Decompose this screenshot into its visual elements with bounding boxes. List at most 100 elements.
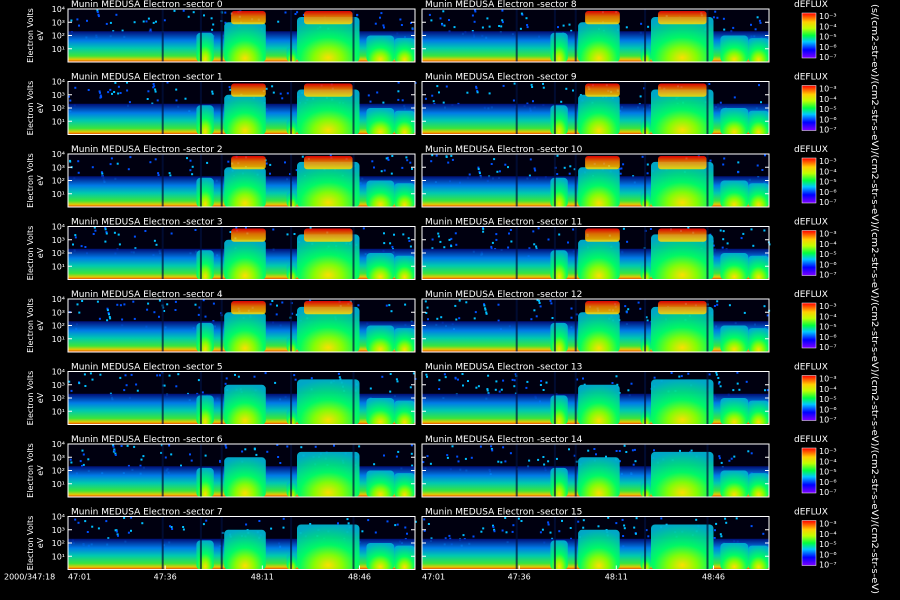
noise-speckle bbox=[211, 28, 214, 31]
noise-speckle bbox=[109, 163, 112, 166]
noise-speckle bbox=[439, 17, 442, 20]
colorbar-gradient bbox=[801, 157, 817, 204]
noise-speckle bbox=[737, 171, 740, 174]
panel-title: Munin MEDUSA Electron -sector 9 bbox=[425, 73, 577, 83]
burst-region bbox=[196, 322, 214, 353]
noise-speckle bbox=[81, 465, 83, 467]
colorbar-tick-label: 10⁻⁵ bbox=[819, 33, 837, 42]
noise-speckle bbox=[369, 387, 372, 390]
noise-speckle bbox=[301, 155, 304, 158]
panel-sector-2: Munin MEDUSA Electron -sector 2 10¹ 10² 10³… bbox=[26, 145, 416, 208]
noise-speckle bbox=[112, 445, 115, 448]
noise-speckle bbox=[225, 446, 228, 449]
y-axis-label: Electron Volts bbox=[26, 226, 35, 281]
burst-region bbox=[550, 177, 568, 207]
noise-speckle bbox=[158, 299, 161, 302]
noise-speckle bbox=[393, 233, 395, 236]
noise-speckle bbox=[281, 97, 284, 100]
noise-speckle bbox=[533, 309, 536, 312]
noise-speckle bbox=[587, 449, 590, 452]
panel-title: Munin MEDUSA Electron -sector 15 bbox=[425, 508, 582, 518]
y-axis-unit: eV bbox=[36, 465, 45, 476]
y-axis-label: Electron Volts bbox=[26, 81, 35, 136]
noise-speckle bbox=[152, 83, 155, 85]
burst-region bbox=[748, 255, 769, 280]
noise-speckle bbox=[498, 170, 501, 173]
noise-speckle bbox=[191, 165, 194, 168]
data-gap bbox=[220, 154, 223, 207]
noise-speckle bbox=[174, 309, 177, 311]
colorbar-title: dEFLUX bbox=[794, 218, 828, 228]
noise-speckle bbox=[526, 380, 529, 383]
noise-speckle bbox=[679, 449, 681, 452]
noise-speckle bbox=[187, 15, 190, 18]
burst-region bbox=[651, 89, 714, 135]
noise-speckle bbox=[74, 236, 77, 239]
noise-speckle bbox=[281, 301, 284, 304]
noise-speckle bbox=[130, 529, 132, 532]
noise-speckle bbox=[502, 379, 505, 382]
noise-speckle bbox=[631, 449, 634, 452]
noise-speckle bbox=[634, 460, 637, 463]
noise-speckle bbox=[593, 448, 596, 450]
noise-speckle bbox=[253, 375, 256, 378]
noise-speckle bbox=[462, 384, 464, 387]
panel-sector-1: Munin MEDUSA Electron -sector 1 10¹ 10² 10³… bbox=[26, 73, 417, 136]
noise-speckle bbox=[653, 376, 656, 379]
colorbar-tick-label: 10⁻⁷ bbox=[819, 343, 837, 352]
burst-region bbox=[578, 167, 620, 208]
y-tick-label: 10¹ bbox=[52, 407, 65, 416]
noise-speckle bbox=[374, 531, 377, 534]
x-tick-label: 48:11 bbox=[605, 573, 628, 582]
noise-speckle bbox=[763, 305, 766, 308]
noise-speckle bbox=[120, 445, 123, 447]
noise-speckle bbox=[535, 245, 538, 248]
noise-speckle bbox=[513, 82, 516, 85]
noise-speckle bbox=[253, 448, 256, 451]
noise-speckle bbox=[104, 240, 107, 243]
noise-speckle bbox=[450, 154, 453, 157]
noise-speckle bbox=[87, 89, 90, 91]
noise-speckle bbox=[123, 303, 126, 306]
noise-speckle bbox=[618, 460, 621, 463]
noise-speckle bbox=[722, 17, 725, 20]
y-tick-label: 10² bbox=[52, 32, 65, 41]
noise-speckle bbox=[113, 231, 116, 234]
data-gap bbox=[352, 81, 355, 135]
noise-speckle bbox=[621, 518, 624, 521]
noise-speckle bbox=[97, 15, 100, 18]
noise-speckle bbox=[722, 238, 725, 241]
noise-speckle bbox=[482, 527, 485, 530]
burst-region bbox=[748, 183, 769, 208]
noise-speckle bbox=[129, 156, 132, 159]
noise-speckle bbox=[539, 384, 542, 386]
panel-sector-15: Munin MEDUSA Electron -sector 15 bbox=[421, 508, 770, 570]
noise-speckle bbox=[756, 164, 759, 167]
noise-speckle bbox=[128, 101, 131, 104]
noise-speckle bbox=[429, 462, 432, 465]
burst-region bbox=[748, 38, 769, 62]
noise-speckle bbox=[660, 517, 663, 520]
noise-speckle bbox=[512, 99, 515, 102]
x-tick-label: 47:01 bbox=[422, 573, 445, 582]
noise-speckle bbox=[114, 454, 117, 456]
noise-speckle bbox=[145, 20, 148, 23]
noise-speckle bbox=[719, 385, 722, 388]
noise-speckle bbox=[117, 233, 120, 236]
noise-speckle bbox=[74, 86, 77, 89]
noise-speckle bbox=[166, 303, 169, 306]
noise-speckle bbox=[556, 173, 559, 176]
noise-speckle bbox=[374, 22, 377, 25]
noise-speckle bbox=[184, 97, 187, 100]
panel-sector-11: Munin MEDUSA Electron -sector 11 bbox=[421, 218, 771, 280]
data-gap bbox=[220, 226, 223, 280]
burst-region bbox=[297, 234, 360, 280]
noise-speckle bbox=[132, 300, 135, 303]
noise-speckle bbox=[99, 91, 101, 94]
noise-speckle bbox=[406, 532, 408, 535]
noise-speckle bbox=[279, 462, 282, 464]
data-gap bbox=[352, 516, 355, 570]
noise-speckle bbox=[450, 237, 453, 240]
noise-speckle bbox=[346, 518, 349, 521]
noise-speckle bbox=[486, 388, 489, 391]
